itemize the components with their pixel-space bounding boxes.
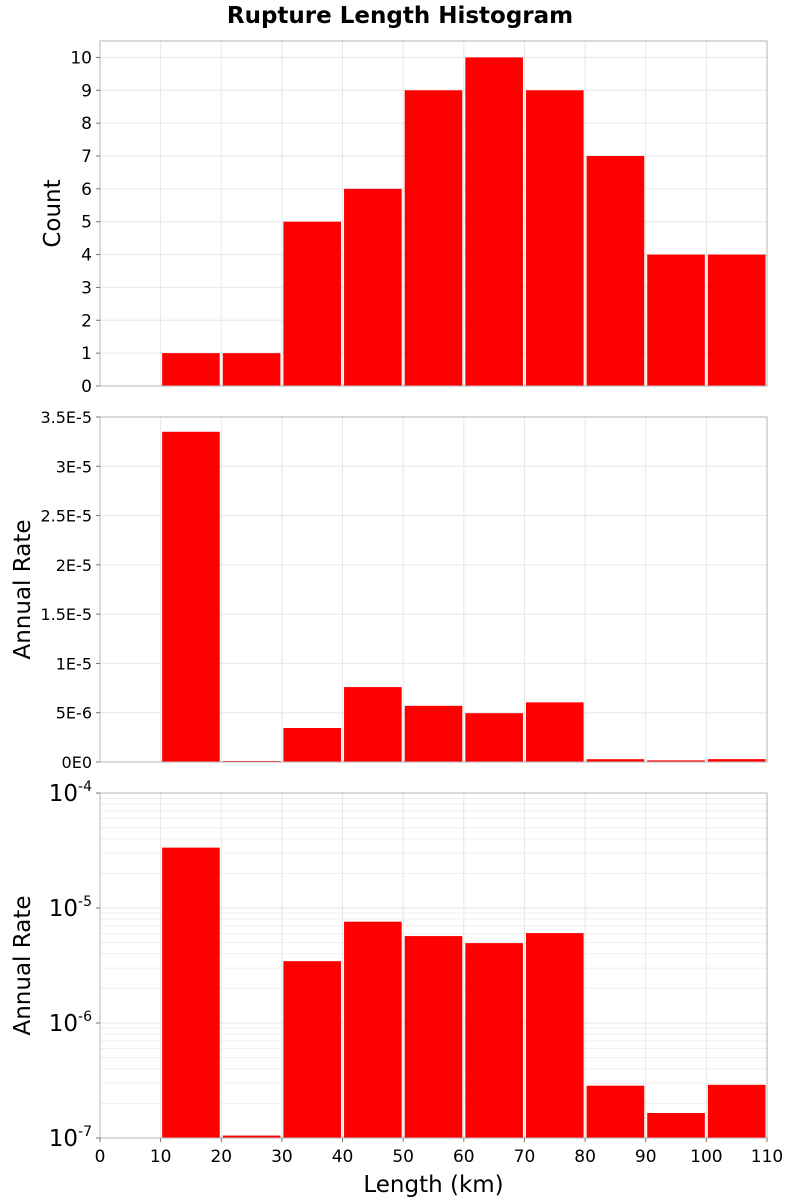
chart-panel-1: 0 1 2 3 4 5 6 7 8 9 10 Count (40, 40, 768, 397)
x-tick-label: 10 (150, 1147, 172, 1167)
bar-100-110 (707, 1084, 766, 1138)
bar-70-80 (525, 90, 584, 387)
x-tick-label: 30 (271, 1147, 293, 1167)
x-tick-label: 0 (95, 1147, 106, 1167)
bar-70-80 (525, 933, 584, 1138)
bar-50-60 (404, 936, 463, 1138)
bar-40-50 (344, 921, 402, 1138)
chart-panels: 0 1 2 3 4 5 6 7 8 9 10 Count 0E0 5E-6 1E-5 1.5E-5 2E-5 2.… (10, 40, 783, 1198)
y-tick-label: 1.5E-5 (40, 605, 92, 624)
bar-80-90 (586, 156, 645, 386)
y-tick-label: 10-6 (49, 1009, 92, 1037)
bar-90-100 (647, 760, 705, 762)
bar-100-110 (707, 759, 766, 762)
y-tick-label: 6 (81, 180, 92, 200)
x-tick-label: 20 (210, 1147, 232, 1167)
x-tick-label: 70 (514, 1147, 536, 1167)
y-tick-label: 4 (81, 246, 92, 266)
y-axis-label: Annual Rate (10, 520, 36, 660)
chart-title: Rupture Length Histogram (227, 3, 573, 29)
bar-50-60 (404, 90, 463, 387)
y-tick-label: 0E0 (62, 753, 92, 772)
y-tick-label: 3.5E-5 (40, 408, 92, 427)
y-tick-label: 7 (81, 147, 92, 167)
bar-90-100 (647, 1112, 705, 1138)
x-tick-label: 110 (751, 1147, 783, 1167)
bar-20-30 (222, 1135, 281, 1138)
bar-60-70 (465, 713, 523, 762)
bar-60-70 (465, 57, 523, 387)
bar-20-30 (222, 353, 281, 386)
y-axis-label: Annual Rate (10, 896, 36, 1036)
bar-20-30 (222, 760, 281, 762)
x-tick-label: 90 (635, 1147, 657, 1167)
y-tick-label: 2.5E-5 (40, 507, 92, 526)
bar-40-50 (344, 188, 402, 386)
x-tick-label: 100 (690, 1147, 722, 1167)
bar-90-100 (647, 254, 705, 386)
bar-70-80 (525, 702, 584, 762)
x-axis-label: Length (km) (363, 1172, 503, 1198)
chart-panel-3: 10-7 10-6 10-5 10-4 Annual Rate 0 10 20 30 40 50 60… (10, 779, 783, 1198)
bar-10-20 (162, 431, 220, 762)
x-tick-label: 60 (453, 1147, 475, 1167)
y-axis-label: Count (40, 179, 66, 247)
bar-50-60 (404, 705, 463, 762)
chart-panel-2: 0E0 5E-6 1E-5 1.5E-5 2E-5 2.5E-5 3E-5 3.5E-5 Ann… (10, 408, 768, 772)
x-tick-label: 80 (574, 1147, 596, 1167)
y-tick-label: 2 (81, 311, 92, 331)
y-tick-label: 10-5 (49, 894, 92, 922)
bar-60-70 (465, 943, 523, 1138)
x-tick-label: 50 (392, 1147, 414, 1167)
y-tick-label: 10-7 (49, 1124, 92, 1152)
x-tick-label: 40 (332, 1147, 354, 1167)
y-tick-label: 9 (81, 81, 92, 101)
bar-10-20 (162, 353, 220, 386)
bar-30-40 (283, 727, 342, 762)
bar-10-20 (162, 847, 220, 1138)
bar-80-90 (586, 759, 645, 762)
y-tick-label: 0 (81, 377, 92, 397)
y-tick-label: 3 (81, 278, 92, 298)
y-tick-label: 1E-5 (56, 654, 92, 673)
bar-40-50 (344, 687, 402, 762)
bar-80-90 (586, 1085, 645, 1138)
y-tick-label: 10-4 (49, 779, 92, 807)
bar-30-40 (283, 221, 342, 386)
y-tick-label: 5 (81, 213, 92, 233)
y-tick-label: 3E-5 (56, 457, 92, 476)
plot-frame (99, 40, 768, 387)
bar-100-110 (707, 254, 766, 386)
y-tick-label: 5E-6 (56, 704, 92, 723)
plot-frame (99, 792, 768, 1139)
plot-frame (99, 416, 768, 763)
y-tick-label: 8 (81, 114, 92, 134)
y-tick-label: 10 (70, 48, 92, 68)
y-tick-label: 1 (81, 344, 92, 364)
y-tick-label: 2E-5 (56, 556, 92, 575)
bar-30-40 (283, 961, 342, 1138)
